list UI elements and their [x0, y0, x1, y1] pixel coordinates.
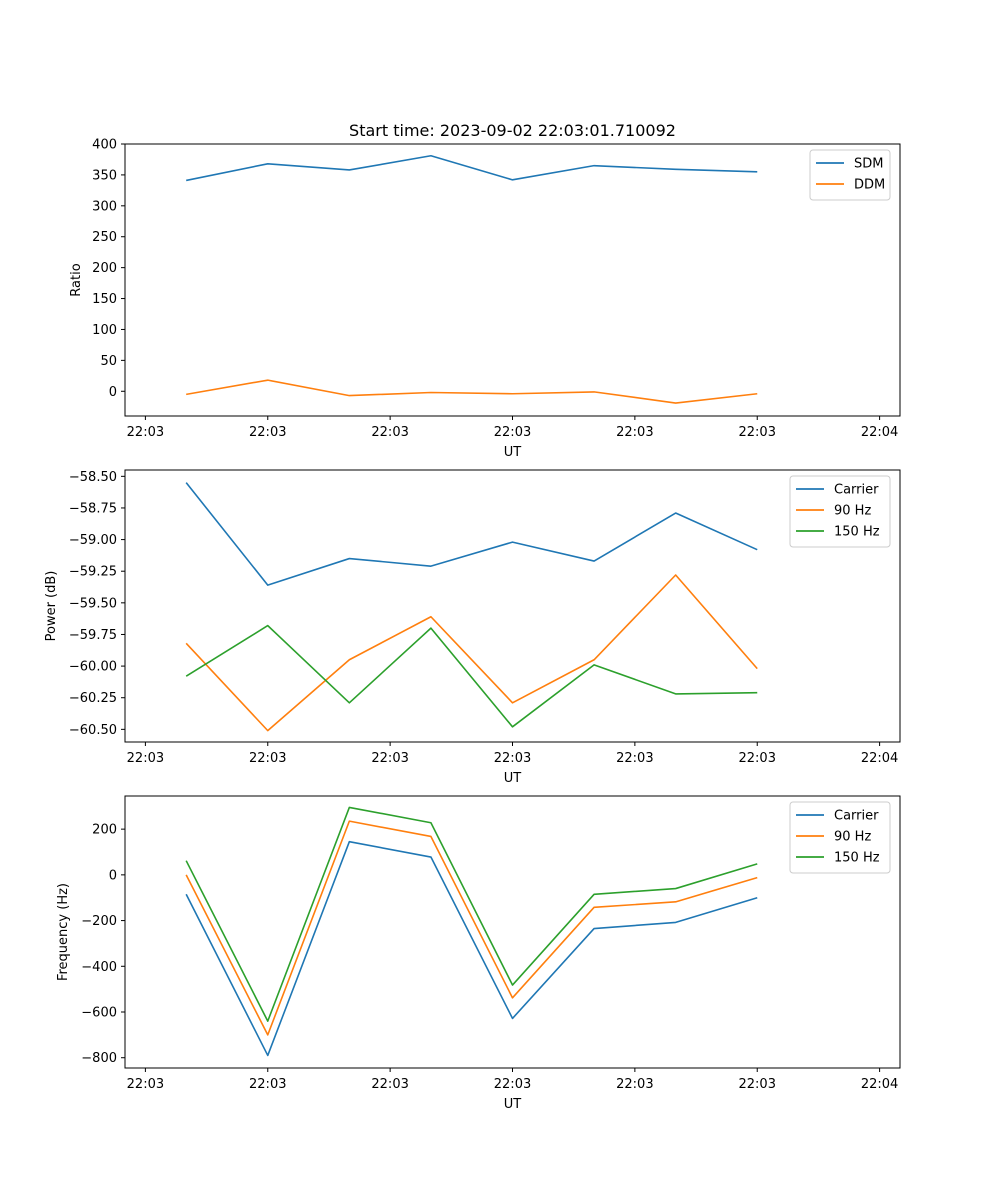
y-tick-label: 100 — [92, 323, 117, 338]
x-tick-label: 22:03 — [127, 751, 164, 766]
y-axis-label: Frequency (Hz) — [56, 883, 71, 981]
y-tick-label: −600 — [81, 1006, 117, 1021]
legend-label: Carrier — [834, 809, 879, 824]
x-tick-label: 22:04 — [861, 425, 898, 440]
y-tick-label: −58.50 — [69, 470, 117, 485]
x-tick-label: 22:03 — [616, 425, 653, 440]
x-axis-label: UT — [504, 771, 522, 786]
series-line-carrier — [185, 482, 758, 586]
axes-frame — [124, 795, 901, 1069]
y-tick-label: −200 — [81, 914, 117, 929]
x-tick-label: 22:04 — [861, 1077, 898, 1092]
x-tick-label: 22:03 — [249, 1077, 286, 1092]
y-tick-label: 50 — [100, 354, 117, 369]
figure-title: Start time: 2023-09-02 22:03:01.710092 — [349, 121, 676, 140]
y-tick-label: 200 — [92, 823, 117, 838]
y-tick-label: −60.50 — [69, 723, 117, 738]
subplot-3: −800 −600 −400 −200 0 200 22:03 22:03 22:03 22:03… — [56, 795, 901, 1112]
x-tick-label: 22:03 — [249, 751, 286, 766]
legend: Carrier 90 Hz 150 Hz — [789, 475, 891, 548]
legend-label: Carrier — [834, 483, 879, 498]
y-tick-label: 200 — [92, 261, 117, 276]
legend-box — [789, 475, 891, 548]
subplot-2: −58.50 −58.75 −59.00 −59.25 −59.50 −59.75 −60.… — [44, 469, 901, 786]
y-tick-label: −58.75 — [69, 501, 117, 516]
x-tick-label: 22:03 — [616, 1077, 653, 1092]
legend-label: 90 Hz — [834, 504, 871, 519]
x-tick-label: 22:03 — [127, 1077, 164, 1092]
x-tick-label: 22:03 — [739, 425, 776, 440]
legend-label: DDM — [854, 178, 885, 193]
series-line-150-hz — [185, 806, 758, 1022]
legend-label: 90 Hz — [834, 830, 871, 845]
y-tick-label: 300 — [92, 199, 117, 214]
y-axis-label: Ratio — [69, 263, 84, 296]
y-tick-label: −59.25 — [69, 565, 117, 580]
y-tick-label: −59.50 — [69, 596, 117, 611]
y-tick-label: 400 — [92, 138, 117, 153]
y-axis-label: Power (dB) — [44, 571, 59, 642]
series-line-carrier — [185, 840, 758, 1057]
x-tick-label: 22:03 — [371, 425, 408, 440]
y-tick-label: 250 — [92, 230, 117, 245]
x-tick-label: 22:03 — [494, 1077, 531, 1092]
y-tick-label: 0 — [109, 868, 117, 883]
legend-label: 150 Hz — [834, 525, 880, 540]
x-tick-label: 22:03 — [739, 1077, 776, 1092]
x-axis-label: UT — [504, 445, 522, 460]
x-tick-label: 22:03 — [371, 1077, 408, 1092]
legend: SDM DDM — [809, 149, 891, 201]
y-tick-label: 0 — [109, 385, 117, 400]
x-tick-label: 22:03 — [616, 751, 653, 766]
subplot-1: 0 50 100 150 200 250 300 350 400 22:03 22:03 22:03 2… — [69, 138, 901, 460]
y-tick-label: 150 — [92, 292, 117, 307]
y-tick-label: −59.75 — [69, 628, 117, 643]
x-tick-label: 22:03 — [249, 425, 286, 440]
series-line-150-hz — [185, 624, 758, 728]
x-tick-label: 22:03 — [127, 425, 164, 440]
series-line-90-hz — [185, 820, 758, 1036]
legend-box — [789, 801, 891, 874]
legend-label: SDM — [854, 157, 883, 172]
y-tick-label: −800 — [81, 1051, 117, 1066]
legend-label: 150 Hz — [834, 851, 880, 866]
y-tick-label: −400 — [81, 960, 117, 975]
axes-frame — [124, 143, 901, 417]
x-tick-label: 22:03 — [739, 751, 776, 766]
x-tick-label: 22:03 — [494, 751, 531, 766]
series-line-90-hz — [185, 574, 758, 732]
plots-container: 0 50 100 150 200 250 300 350 400 22:03 22:03 22:03 2… — [44, 138, 901, 1112]
series-line-sdm — [186, 154, 758, 182]
y-tick-label: −59.00 — [69, 533, 117, 548]
x-tick-label: 22:03 — [494, 425, 531, 440]
x-tick-label: 22:03 — [371, 751, 408, 766]
x-tick-label: 22:04 — [861, 751, 898, 766]
series-line-ddm — [186, 379, 758, 404]
y-tick-label: −60.00 — [69, 660, 117, 675]
y-tick-label: 350 — [92, 168, 117, 183]
legend: Carrier 90 Hz 150 Hz — [789, 801, 891, 874]
y-tick-label: −60.25 — [69, 691, 117, 706]
x-axis-label: UT — [504, 1097, 522, 1112]
